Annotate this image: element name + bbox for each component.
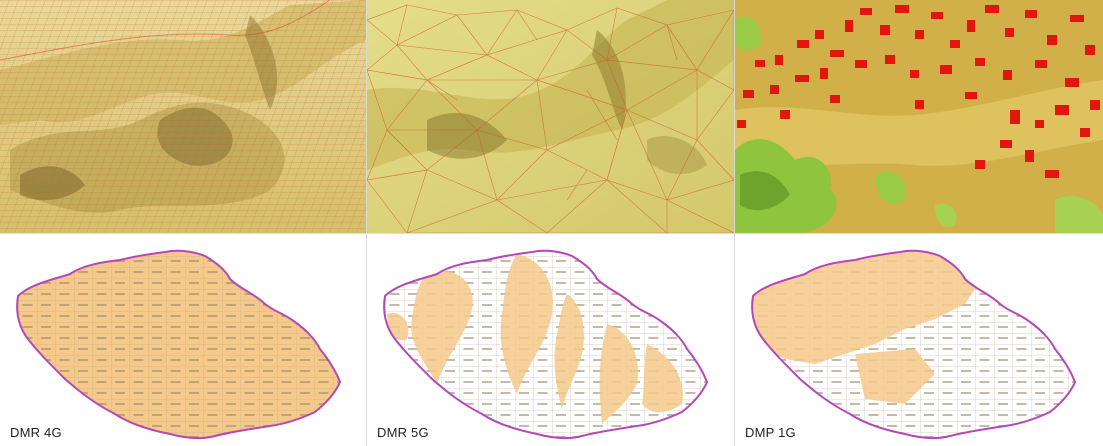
coverage-map-dmr5g: DMR 5G: [367, 234, 734, 446]
terrain-view-dmr5g: [367, 0, 734, 233]
tile-map-dmr5g: [367, 234, 734, 446]
column-divider: [366, 0, 367, 446]
column-divider: [734, 0, 735, 446]
row-divider: [0, 233, 1103, 234]
panel-caption: DMR 4G: [10, 425, 62, 440]
terrain-view-dmr4g: [0, 0, 366, 233]
country-border: [16, 249, 342, 440]
panel-caption: DMP 1G: [745, 425, 796, 440]
panel-caption: DMR 5G: [377, 425, 429, 440]
dmr4g-render: [0, 0, 366, 233]
country-border: [751, 249, 1077, 440]
dmr5g-render: [367, 0, 734, 233]
tile-map-dmp1g: [735, 234, 1103, 446]
buildings: [737, 5, 1100, 178]
dmp1g-render: [735, 0, 1103, 233]
vegetation: [735, 16, 1103, 233]
tile-map-dmr4g: [0, 234, 366, 446]
coverage-map-dmr4g: DMR 4G: [0, 234, 366, 446]
surface-view-dmp1g: [735, 0, 1103, 233]
country-border: [383, 249, 709, 440]
tin-mesh: [367, 4, 734, 233]
coverage-map-dmp1g: DMP 1G: [735, 234, 1103, 446]
